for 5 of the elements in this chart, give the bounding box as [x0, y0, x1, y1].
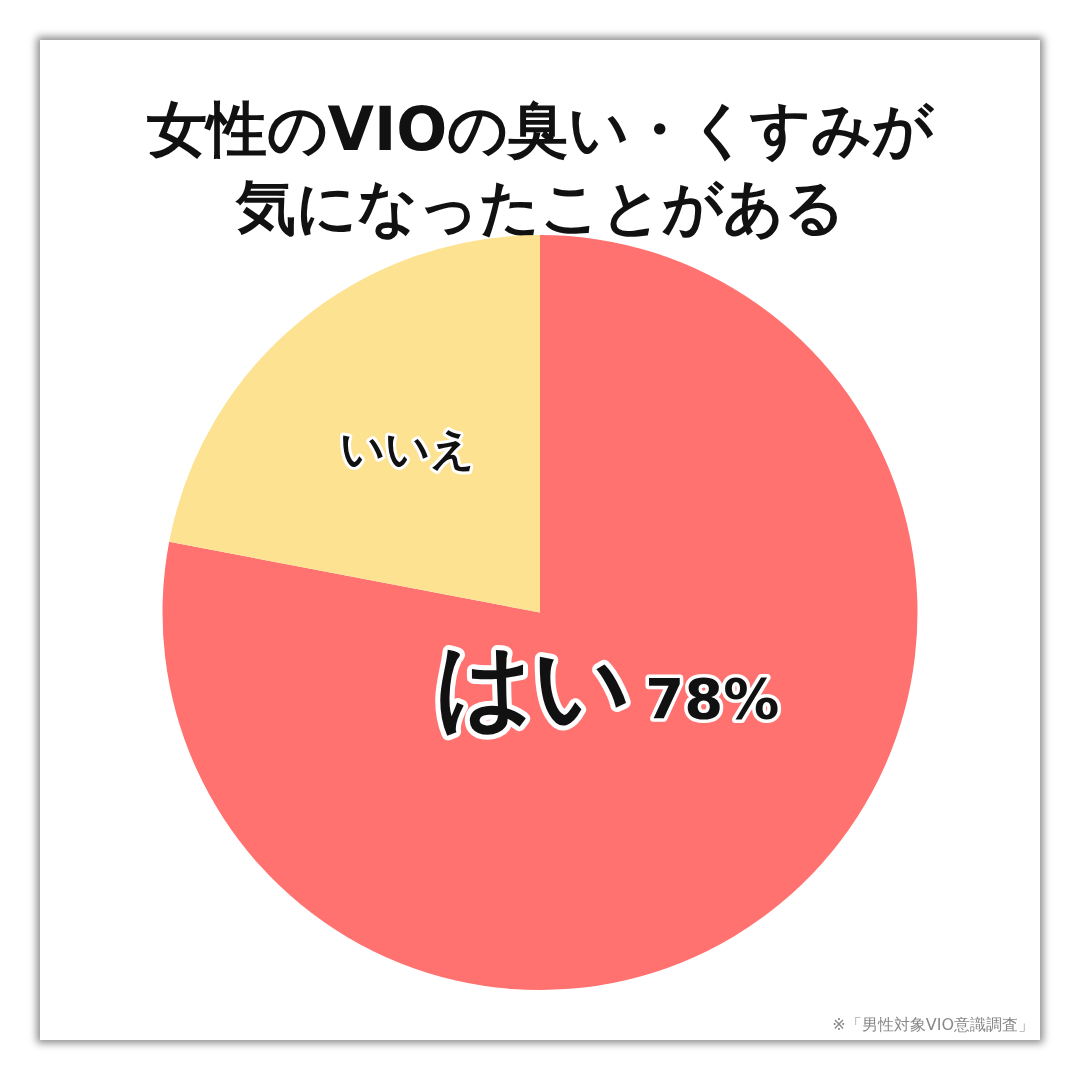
data-label: 78% — [645, 666, 780, 732]
slice-label: はい — [435, 629, 632, 742]
slice-label: いいえ — [340, 422, 476, 474]
text: ※「男性対象VIO意識調査」 — [832, 1015, 1034, 1036]
chart-title: 女性のVIOの臭い・くすみが気になったことがある — [145, 93, 935, 244]
